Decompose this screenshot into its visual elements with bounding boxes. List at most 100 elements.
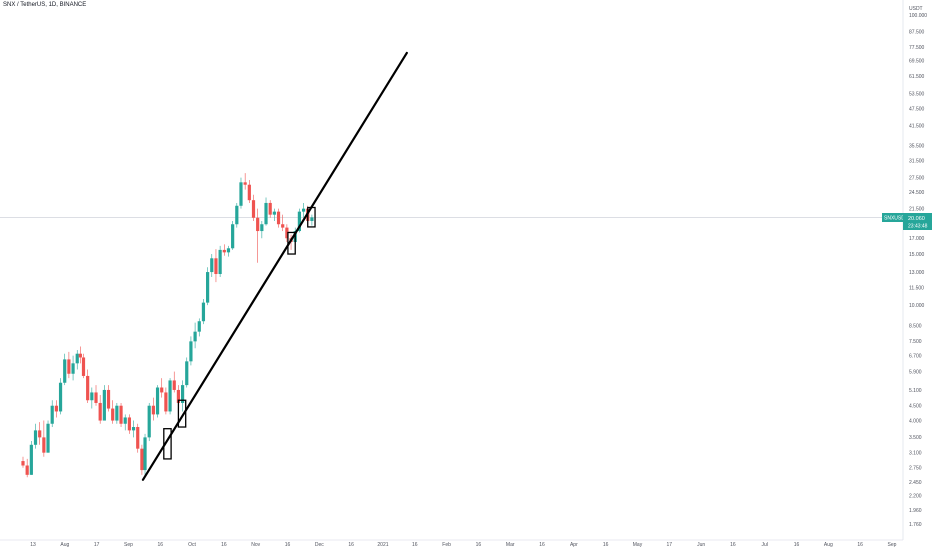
candle-body	[276, 211, 281, 225]
candle-body	[98, 402, 102, 421]
candle-body	[164, 392, 168, 412]
candle-body	[260, 224, 264, 232]
time-tick: Aug	[824, 542, 833, 548]
marker-box	[307, 206, 316, 228]
time-tick: 16	[794, 542, 800, 548]
candle-body	[168, 380, 172, 412]
price-tick: 1.760	[909, 522, 922, 528]
price-tick: 87.500	[909, 30, 925, 36]
candle-body	[176, 389, 181, 403]
price-tick: 2.750	[909, 466, 922, 472]
price-tick: 27.500	[909, 175, 925, 181]
price-tick: 47.500	[909, 107, 925, 113]
candle-body	[239, 182, 243, 206]
candle-body	[119, 405, 123, 424]
annotations-layer	[141, 51, 408, 481]
time-tick: 16	[603, 542, 609, 548]
symbol-title: SNX / TetherUS, 1D, BINANCE	[3, 2, 87, 8]
currency-label: USDT	[909, 6, 923, 12]
candle-body	[143, 437, 147, 471]
candle-body	[33, 430, 38, 445]
price-badge: SNXUSDT 20.060 23:43:48	[882, 213, 932, 230]
price-tick: 24.500	[909, 190, 925, 196]
marker-box	[177, 399, 187, 428]
candle-body	[264, 202, 268, 225]
candle-body	[189, 341, 193, 362]
candle-body	[50, 405, 54, 424]
time-tick: Dec	[315, 542, 324, 548]
candle-body	[58, 382, 63, 412]
time-tick: 16	[221, 542, 227, 548]
candle-body	[90, 392, 94, 401]
candle-body	[193, 331, 197, 342]
time-tick: 16	[539, 542, 545, 548]
candle-body	[140, 448, 144, 471]
candle-body	[172, 380, 176, 390]
candle-body	[281, 224, 285, 228]
time-tick: Oct	[188, 542, 196, 548]
time-tick: 16	[476, 542, 482, 548]
candle-body	[123, 417, 127, 424]
price-tick: 3.100	[909, 450, 922, 456]
price-tick: 77.500	[909, 45, 925, 51]
marker-box	[163, 428, 172, 460]
last-price-badge	[903, 213, 932, 230]
candle-body	[222, 249, 226, 253]
time-tick: 16	[157, 542, 163, 548]
candle-body	[210, 258, 214, 273]
candle-body	[297, 211, 301, 232]
time-tick: Mar	[506, 542, 515, 548]
price-tick: 31.500	[909, 158, 925, 164]
candle-body	[285, 227, 289, 239]
time-tick: 17	[667, 542, 673, 548]
time-tick: 16	[412, 542, 418, 548]
candle-body	[67, 359, 71, 374]
candle-body	[185, 361, 189, 386]
time-tick: Feb	[442, 542, 451, 548]
time-tick: Jul	[762, 542, 768, 548]
candle-body	[206, 272, 210, 303]
time-tick: Nov	[251, 542, 260, 548]
candle-body	[25, 465, 29, 475]
candle-body	[75, 353, 79, 364]
price-tick: 35.500	[909, 143, 925, 149]
price-tick: 4.000	[909, 418, 922, 424]
time-tick: Sep	[124, 542, 133, 548]
time-tick: May	[633, 542, 643, 548]
price-tick: 13.000	[909, 270, 925, 276]
price-tick: 3.500	[909, 435, 922, 441]
candle-body	[272, 211, 276, 215]
time-tick: Aug	[60, 542, 69, 548]
price-tick: 10.000	[909, 303, 925, 309]
time-axis[interactable]: 13 Aug 17 Sep 16 Oct 16 Nov 16 Dec 16 2021 16 Feb 16 Ma…	[30, 542, 896, 548]
time-tick: Sep	[888, 542, 897, 548]
price-tick: 41.500	[909, 124, 925, 130]
price-tick: 15.000	[909, 252, 925, 258]
candle-body	[235, 205, 239, 225]
price-axis[interactable]: USDT 100.000 87.500 77.500 69.500 61.500 53.5…	[909, 6, 927, 528]
price-tick: 2.450	[909, 480, 922, 486]
candle-body	[46, 423, 50, 453]
price-tick: 61.500	[909, 74, 925, 80]
candle-body	[218, 249, 222, 275]
time-tick: 16	[730, 542, 736, 548]
trendline	[141, 51, 408, 481]
price-tick: 17.000	[909, 236, 925, 242]
price-tick: 7.500	[909, 339, 922, 345]
candle-body	[147, 405, 151, 438]
candle-body	[38, 430, 42, 438]
candle-body	[226, 248, 231, 253]
candle-body	[180, 385, 185, 403]
price-tick: 1.960	[909, 508, 922, 514]
candle-body	[78, 353, 82, 358]
candle-body	[127, 417, 131, 431]
candle-body	[197, 321, 201, 332]
price-tick: 8.500	[909, 323, 922, 329]
candle-body	[301, 208, 306, 212]
ticker-label: SNXUSDT	[884, 216, 908, 222]
candle-body	[106, 389, 111, 409]
price-tick: 69.500	[909, 59, 925, 65]
candle-body	[81, 357, 86, 376]
